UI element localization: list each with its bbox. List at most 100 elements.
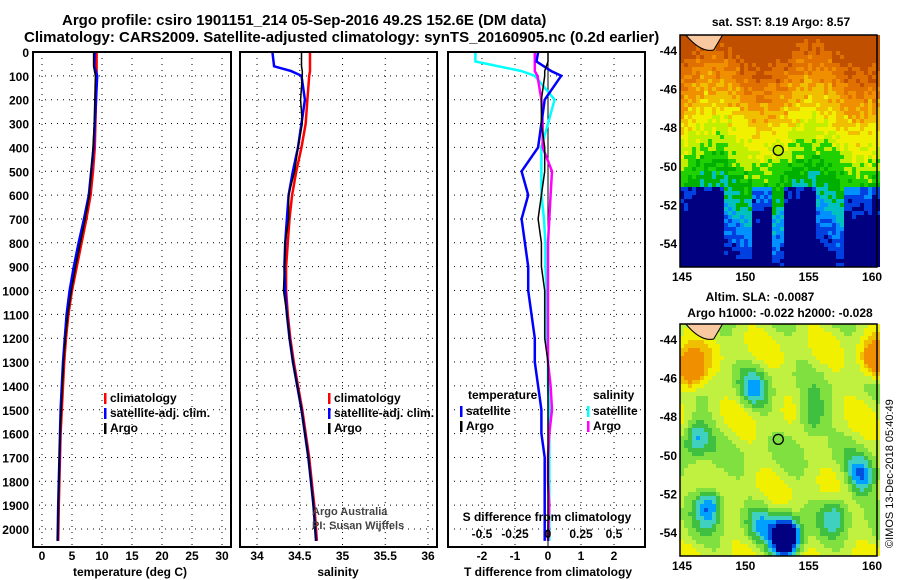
sla-cell xyxy=(728,336,732,340)
sst-cell xyxy=(788,127,792,131)
sst-cell xyxy=(696,167,700,171)
sst-cell xyxy=(820,183,824,187)
depth-tick-label: 1900 xyxy=(2,499,29,513)
sla-cell xyxy=(812,332,816,336)
sla-cell xyxy=(684,476,688,480)
sst-cell xyxy=(684,227,688,231)
sst-cell xyxy=(752,255,756,259)
sst-cell xyxy=(692,47,696,51)
sla-cell xyxy=(860,340,864,344)
sla-cell xyxy=(692,428,696,432)
salinity-legend-label: climatology xyxy=(334,391,401,405)
sst-cell xyxy=(776,215,780,219)
sst-cell xyxy=(736,147,740,151)
sst-cell xyxy=(700,151,704,155)
sst-cell xyxy=(716,115,720,119)
sla-cell xyxy=(744,360,748,364)
sst-cell xyxy=(736,35,740,39)
sst-cell xyxy=(788,191,792,195)
sst-cell xyxy=(708,103,712,107)
sst-cell xyxy=(720,55,724,59)
sst-cell xyxy=(868,131,872,135)
sst-cell xyxy=(752,111,756,115)
sla-cell xyxy=(792,384,796,388)
sst-cell xyxy=(748,103,752,107)
sst-cell xyxy=(860,207,864,211)
sla-cell xyxy=(680,464,684,468)
sla-cell xyxy=(848,380,852,384)
sst-cell xyxy=(800,251,804,255)
sst-cell xyxy=(760,255,764,259)
sst-cell xyxy=(784,199,788,203)
sla-cell xyxy=(756,364,760,368)
sst-cell xyxy=(856,95,860,99)
sla-cell xyxy=(684,464,688,468)
sst-cell xyxy=(716,195,720,199)
sla-cell xyxy=(812,448,816,452)
sla-cell xyxy=(820,448,824,452)
sst-cell xyxy=(760,251,764,255)
sst-cell xyxy=(680,159,684,163)
sla-cell xyxy=(760,416,764,420)
sla-cell xyxy=(848,400,852,404)
sla-cell xyxy=(872,420,876,424)
sst-cell xyxy=(784,195,788,199)
sst-cell xyxy=(684,143,688,147)
sst-cell xyxy=(764,227,768,231)
sst-cell xyxy=(788,91,792,95)
sst-cell xyxy=(852,127,856,131)
sla-cell xyxy=(856,344,860,348)
sla-cell xyxy=(824,468,828,472)
sst-cell xyxy=(784,95,788,99)
sst-cell xyxy=(804,91,808,95)
sst-cell xyxy=(788,219,792,223)
sla-cell xyxy=(836,400,840,404)
sla-cell xyxy=(736,392,740,396)
sla-cell xyxy=(784,468,788,472)
sla-cell xyxy=(848,440,852,444)
sla-cell xyxy=(836,368,840,372)
sst-cell xyxy=(804,215,808,219)
sst-cell xyxy=(816,235,820,239)
sla-cell xyxy=(764,436,768,440)
sst-cell xyxy=(720,91,724,95)
sla-cell xyxy=(744,376,748,380)
sst-cell xyxy=(828,83,832,87)
sst-cell xyxy=(784,67,788,71)
sst-cell xyxy=(684,243,688,247)
sla-cell xyxy=(744,340,748,344)
sla-cell xyxy=(832,388,836,392)
sla-cell xyxy=(856,336,860,340)
sla-cell xyxy=(768,372,772,376)
sst-cell xyxy=(832,215,836,219)
sst-cell xyxy=(744,91,748,95)
sst-cell xyxy=(876,87,880,91)
sst-cell xyxy=(804,223,808,227)
sla-cell xyxy=(764,348,768,352)
sla-cell xyxy=(728,396,732,400)
sla-cell xyxy=(776,440,780,444)
sst-cell xyxy=(772,143,776,147)
sla-cell xyxy=(692,408,696,412)
sla-cell xyxy=(748,440,752,444)
sla-cell xyxy=(844,444,848,448)
sla-cell xyxy=(752,372,756,376)
sla-cell xyxy=(788,340,792,344)
sst-cell xyxy=(692,203,696,207)
sst-cell xyxy=(724,239,728,243)
sla-cell xyxy=(688,432,692,436)
sst-cell xyxy=(848,111,852,115)
sst-cell xyxy=(764,115,768,119)
sst-cell xyxy=(820,123,824,127)
sst-cell xyxy=(756,43,760,47)
sst-cell xyxy=(844,131,848,135)
sla-cell xyxy=(872,344,876,348)
sst-cell xyxy=(748,63,752,67)
sst-cell xyxy=(800,235,804,239)
sst-cell xyxy=(864,243,868,247)
sst-cell xyxy=(752,247,756,251)
sst-cell xyxy=(744,103,748,107)
sst-cell xyxy=(864,91,868,95)
sla-cell xyxy=(772,424,776,428)
sla-cell xyxy=(696,468,700,472)
